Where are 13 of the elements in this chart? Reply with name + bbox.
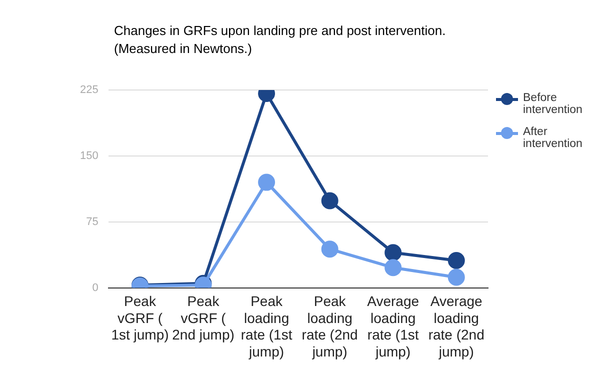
legend-label: Before intervention	[523, 92, 584, 116]
x-tick-label: Peak loading rate (1st jump)	[240, 293, 292, 360]
y-tick-label: 75	[86, 216, 98, 228]
y-tick-label: 0	[92, 282, 98, 294]
y-tick-label: 225	[80, 84, 98, 96]
chart-title: Changes in GRFs upon landing pre and post intervention. (Measured in Newtons.)	[114, 22, 447, 58]
x-tick-label: Average loading rate (2nd jump)	[428, 293, 484, 360]
legend-label: After intervention	[523, 126, 584, 150]
x-tick-label: Peak vGRF ( 2nd jump)	[172, 293, 234, 343]
x-tick-label: Average loading rate (1st jump)	[367, 293, 420, 360]
x-tick-label: Peak vGRF ( 1st jump)	[111, 293, 169, 343]
x-tick-label: Peak loading rate (2nd jump)	[302, 293, 358, 360]
y-tick-label: 150	[80, 150, 98, 162]
